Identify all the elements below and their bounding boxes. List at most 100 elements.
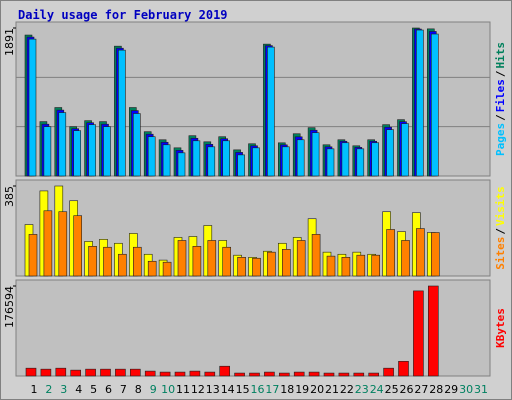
bar: [237, 154, 245, 177]
bar: [296, 240, 306, 277]
legend-entry: Sites: [494, 237, 507, 270]
legend-entry: Visits: [494, 186, 507, 226]
x-tick-label: 29: [444, 383, 458, 396]
bar: [398, 361, 409, 377]
bar: [430, 232, 440, 277]
bar: [249, 372, 260, 377]
bar: [293, 371, 305, 377]
bar: [401, 123, 409, 177]
x-tick-label: 20: [310, 383, 324, 396]
bar: [25, 367, 37, 377]
bar: [162, 261, 172, 277]
x-tick-label: 17: [265, 383, 279, 396]
bar: [207, 146, 216, 177]
x-tick-label: 31: [474, 383, 488, 396]
bar: [416, 228, 425, 277]
bar: [222, 140, 230, 177]
bar: [58, 112, 67, 177]
bar: [28, 234, 38, 277]
bar: [219, 365, 230, 377]
bar: [85, 368, 96, 377]
bar: [371, 142, 380, 177]
bar: [43, 210, 53, 277]
y-tick-label: 176594: [3, 286, 16, 328]
bar: [427, 285, 439, 377]
x-tick-label: 16: [251, 383, 265, 396]
x-tick-label: 25: [385, 383, 399, 396]
bar: [162, 144, 171, 177]
bar: [177, 240, 187, 277]
bar: [207, 240, 217, 277]
bar: [296, 139, 305, 177]
x-tick-label: 30: [459, 383, 473, 396]
x-tick-label: 7: [120, 383, 127, 396]
y-tick-label: 1891: [3, 28, 16, 56]
bar: [356, 254, 366, 277]
x-tick-label: 22: [340, 383, 354, 396]
bar: [159, 371, 171, 377]
x-tick-label: 28: [429, 383, 443, 396]
bar: [237, 256, 246, 277]
legend-separator: /: [494, 228, 507, 235]
bar: [267, 251, 276, 277]
x-tick-label: 24: [370, 383, 384, 396]
x-tick-label: 14: [221, 383, 235, 396]
bar: [281, 146, 290, 177]
bar: [252, 257, 261, 277]
chart-title: Daily usage for February 2019: [18, 8, 228, 22]
bar: [281, 249, 291, 277]
bar: [413, 290, 424, 377]
legend-entry: KBytes: [494, 308, 507, 348]
bar: [311, 132, 320, 177]
bar: [174, 371, 186, 377]
bar: [222, 246, 231, 277]
bar: [70, 369, 81, 377]
bar: [401, 240, 410, 277]
bar: [341, 142, 350, 177]
x-tick-label: 18: [280, 383, 294, 396]
bar: [192, 140, 201, 177]
bar: [338, 372, 350, 377]
bar: [103, 126, 111, 177]
bar: [177, 152, 186, 177]
legend-entry: Files: [494, 79, 507, 112]
bar: [118, 49, 126, 177]
x-tick-label: 5: [90, 383, 97, 396]
x-tick-label: 1: [31, 383, 38, 396]
bar: [353, 372, 365, 377]
bar: [356, 148, 365, 177]
x-tick-label: 13: [206, 383, 220, 396]
bar: [192, 246, 202, 277]
x-tick-label: 3: [60, 383, 67, 396]
bar: [371, 254, 381, 277]
bar: [267, 46, 275, 177]
bar: [326, 148, 335, 177]
legend-separator: /: [494, 114, 507, 121]
legend-entry: Hits: [494, 42, 507, 69]
bar: [311, 234, 321, 277]
bar: [386, 229, 395, 277]
bar: [323, 372, 335, 377]
bar: [189, 370, 201, 377]
bar: [88, 246, 97, 277]
bar: [88, 124, 96, 177]
x-tick-label: 21: [325, 383, 339, 396]
x-tick-label: 11: [176, 383, 190, 396]
legend: KBytes: [494, 308, 507, 348]
x-tick-label: 26: [400, 383, 414, 396]
bar: [73, 130, 81, 177]
x-tick-label: 2: [45, 383, 52, 396]
y-tick-label: 385: [3, 186, 16, 207]
x-tick-label: 15: [236, 383, 250, 396]
x-tick-label: 27: [414, 383, 428, 396]
bar: [28, 38, 37, 177]
bar: [204, 371, 216, 377]
bar: [430, 33, 439, 177]
bar: [147, 136, 156, 177]
bar: [73, 215, 82, 277]
bar: [326, 255, 336, 277]
bar: [341, 256, 351, 277]
bar: [40, 368, 52, 377]
bar: [115, 368, 126, 377]
